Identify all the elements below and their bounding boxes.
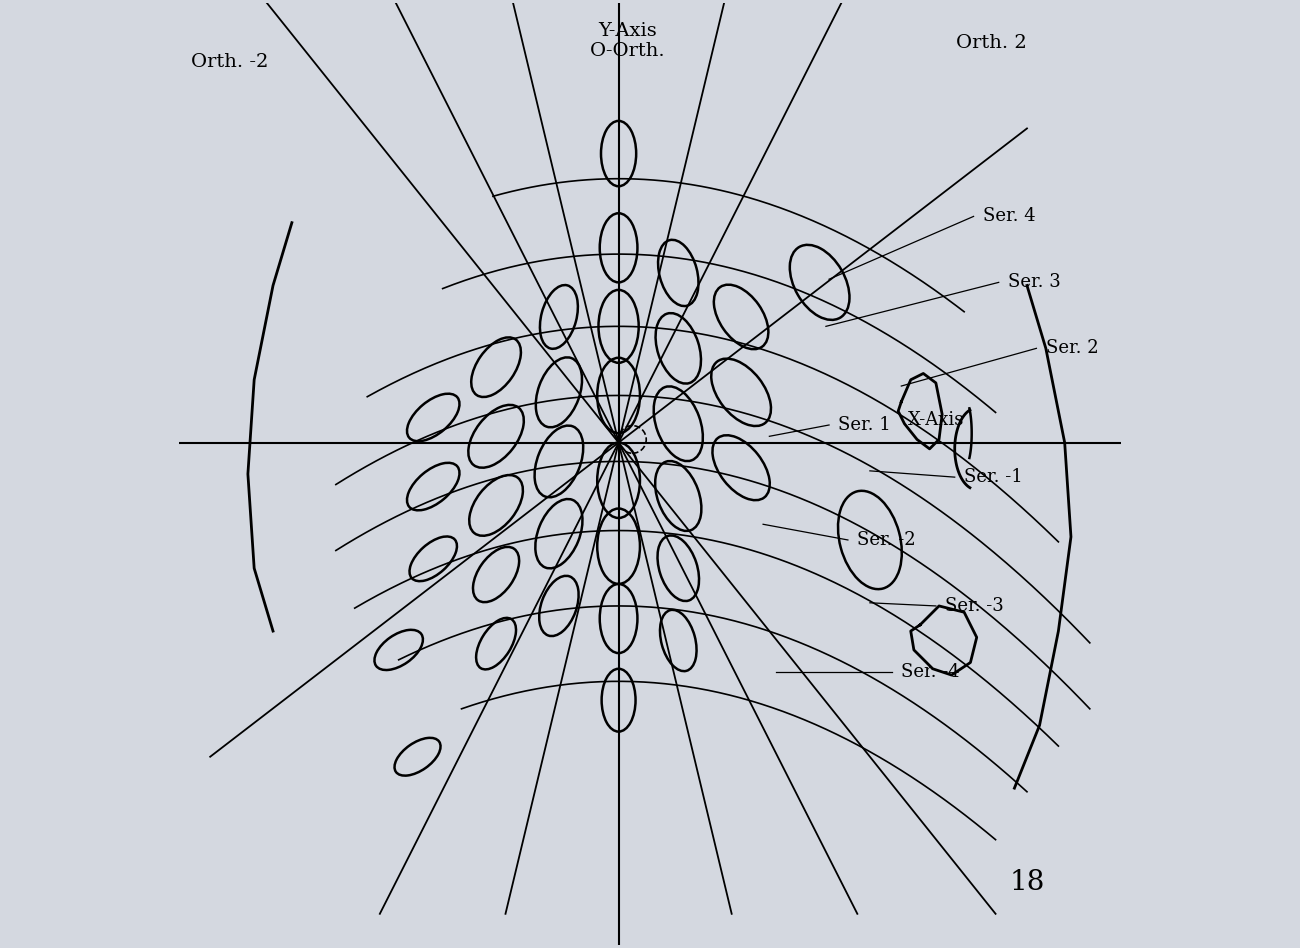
Text: Ser. -2: Ser. -2 <box>857 531 916 549</box>
Text: Ser. 1: Ser. 1 <box>838 416 892 434</box>
Text: Orth. 2: Orth. 2 <box>957 34 1027 52</box>
Text: Ser. 4: Ser. 4 <box>983 208 1036 226</box>
Text: 18: 18 <box>1009 869 1045 896</box>
Text: Y-Axis
O-Orth.: Y-Axis O-Orth. <box>590 22 666 61</box>
Text: Ser. -3: Ser. -3 <box>945 597 1004 615</box>
Text: Ser. 3: Ser. 3 <box>1008 273 1061 291</box>
Text: X-Axis: X-Axis <box>907 410 965 428</box>
Text: Ser. 2: Ser. 2 <box>1045 339 1098 357</box>
Text: Orth. -2: Orth. -2 <box>191 53 269 71</box>
Text: Ser. -1: Ser. -1 <box>965 468 1023 486</box>
Text: Ser. -4: Ser. -4 <box>901 663 959 681</box>
